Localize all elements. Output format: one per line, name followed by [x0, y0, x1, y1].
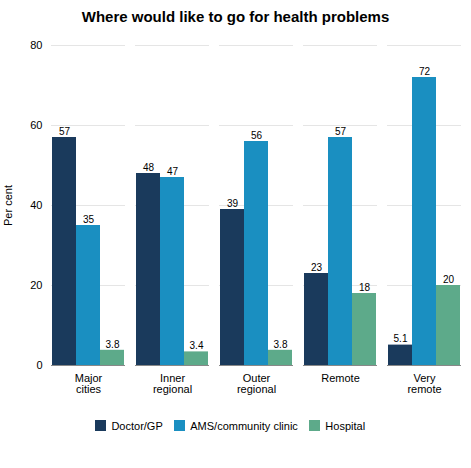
- svg-text:5.1: 5.1: [394, 333, 408, 344]
- svg-text:Outerregional: Outerregional: [237, 372, 276, 395]
- svg-text:3.8: 3.8: [274, 339, 288, 350]
- svg-text:20: 20: [30, 279, 42, 291]
- svg-text:Remote: Remote: [321, 372, 360, 384]
- svg-text:20: 20: [443, 274, 455, 285]
- svg-text:80: 80: [30, 39, 42, 51]
- svg-text:57: 57: [335, 126, 347, 137]
- svg-text:3.8: 3.8: [106, 339, 120, 350]
- svg-text:Per cent: Per cent: [2, 185, 14, 226]
- svg-text:23: 23: [311, 262, 323, 273]
- svg-text:Majorcities: Majorcities: [75, 372, 103, 395]
- svg-text:Innerregional: Innerregional: [153, 372, 192, 395]
- html-text:Hospital: Hospital: [325, 419, 366, 432]
- svg-text:56: 56: [251, 130, 263, 141]
- svg-text:0: 0: [36, 359, 42, 371]
- svg-text:18: 18: [359, 282, 371, 293]
- svg-text:57: 57: [59, 126, 71, 137]
- svg-text:Veryremote: Veryremote: [407, 372, 441, 395]
- svg-text:3.4: 3.4: [190, 340, 204, 351]
- svg-text:39: 39: [227, 198, 239, 209]
- svg-text:72: 72: [419, 66, 431, 77]
- svg-text:48: 48: [143, 162, 155, 173]
- html-text:Doctor/GP: Doctor/GP: [111, 419, 163, 432]
- svg-text:60: 60: [30, 119, 42, 131]
- html-text:AMS/community clinic: AMS/community clinic: [190, 419, 298, 432]
- svg-text:35: 35: [83, 214, 95, 225]
- svg-text:40: 40: [30, 199, 42, 211]
- html-text:Where would like to go for hea: Where would like to go for health proble…: [81, 8, 390, 25]
- svg-text:47: 47: [167, 166, 179, 177]
